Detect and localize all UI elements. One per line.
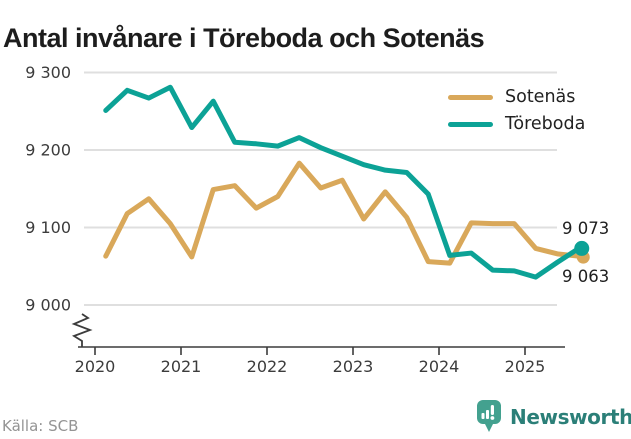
sotenas-line-swatch bbox=[448, 95, 493, 100]
end-value-label-sotenas: 9 063 bbox=[562, 267, 610, 286]
toreboda-line-swatch bbox=[448, 122, 493, 127]
x-tick-label: 2023 bbox=[333, 357, 374, 376]
line-treboda bbox=[103, 84, 582, 280]
x-tick-label: 2025 bbox=[505, 357, 546, 376]
newsworthy-badge-icon bbox=[477, 400, 501, 432]
line-sotens bbox=[103, 160, 582, 266]
x-tick-label: 2022 bbox=[247, 357, 288, 376]
y-tick-label: 9 200 bbox=[25, 141, 71, 160]
y-tick-label: 9 000 bbox=[25, 296, 71, 315]
chart-title: Antal invånare i Töreboda och Sotenäs bbox=[3, 23, 485, 54]
end-value-label-toreboda: 9 073 bbox=[562, 219, 610, 238]
y-tick-label: 9 100 bbox=[25, 218, 71, 237]
legend-item-toreboda: Töreboda bbox=[448, 111, 585, 138]
newsworthy-logo[interactable]: Newsworthy bbox=[476, 399, 631, 434]
x-tick-label: 2024 bbox=[419, 357, 460, 376]
y-tick-label: 9 300 bbox=[25, 63, 71, 82]
legend-item-sotenas: Sotenäs bbox=[448, 84, 585, 111]
newsworthy-wordmark: Newsworthy bbox=[510, 404, 631, 429]
x-tick-label: 2021 bbox=[161, 357, 202, 376]
legend-label-toreboda: Töreboda bbox=[505, 113, 586, 134]
y-axis-break bbox=[71, 313, 93, 347]
legend-label-sotenas: Sotenäs bbox=[505, 86, 576, 107]
source-note: Källa: SCB bbox=[2, 417, 79, 435]
end-dot-treboda bbox=[574, 240, 590, 256]
x-tick-label: 2020 bbox=[75, 357, 116, 376]
legend: Sotenäs Töreboda bbox=[448, 84, 585, 138]
